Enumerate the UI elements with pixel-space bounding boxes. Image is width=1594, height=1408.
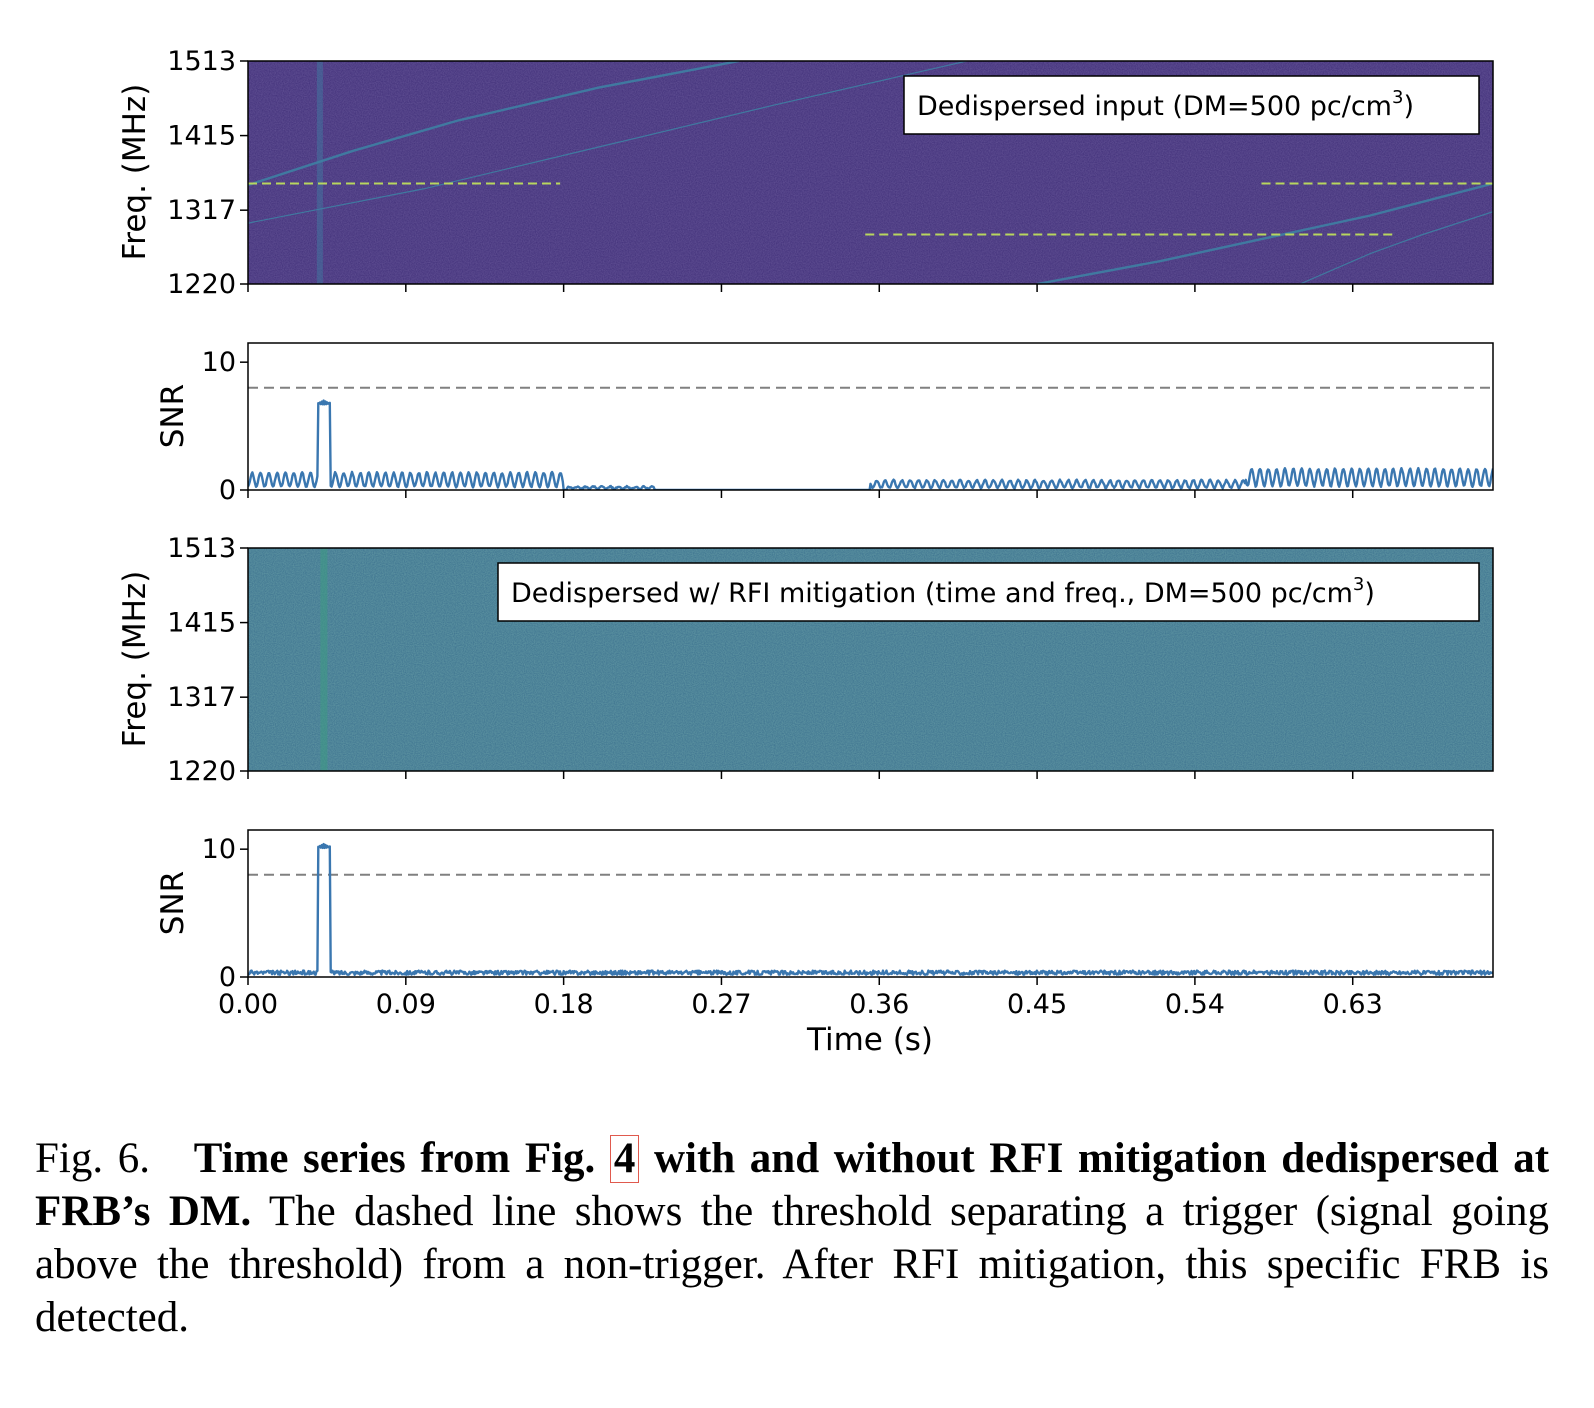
y-tick-label: 1220 <box>167 756 236 787</box>
panel-snr-mitigated: 0 10 0.00 0.09 0.18 0.27 0.36 0.45 0.54 0.63 SNR… <box>155 829 1494 1058</box>
y-tick-label: 0 <box>219 962 236 993</box>
caption-bold-a: Time series from Fig. <box>193 1135 596 1182</box>
y-tick-label: 1513 <box>167 533 236 564</box>
x-tick-label: 0.45 <box>1007 989 1067 1020</box>
dispersed-sweep <box>248 61 740 187</box>
panel-spectrogram-input: 1513 1415 1317 1220 Freq. (MHz) Dedispersed… <box>117 46 1494 300</box>
legend-input: Dedispersed input (DM=500 pc/cm3) <box>903 75 1480 135</box>
frb-burst-column <box>320 548 328 771</box>
caption-figure-ref[interactable]: 4 <box>609 1135 640 1183</box>
dispersed-sweep <box>248 61 968 224</box>
y-tick-label: 10 <box>202 347 236 378</box>
snr-line <box>248 399 1493 490</box>
snr-mitigated-ylabel: SNR <box>155 871 191 935</box>
caption-fig-label: Fig. 6. <box>35 1135 150 1182</box>
x-tick-label: 0.18 <box>534 989 594 1020</box>
frb-burst-column <box>316 61 323 284</box>
dispersed-sweep <box>1036 182 1493 284</box>
y-tick-label: 1220 <box>167 269 236 300</box>
x-tick-label: 0.63 <box>1323 989 1383 1020</box>
y-tick-label: 1415 <box>167 608 236 639</box>
y-tick-label: 0 <box>219 475 236 506</box>
dispersed-sweep <box>1299 211 1493 284</box>
snr-input-ylabel: SNR <box>155 384 191 448</box>
y-tick-label: 1317 <box>167 682 236 713</box>
caption-body: The dashed line shows the threshold sepa… <box>35 1188 1549 1341</box>
y-tick-label: 1513 <box>167 46 236 77</box>
y-tick-label: 1415 <box>167 121 236 152</box>
x-tick-label: 0.27 <box>691 989 751 1020</box>
snr-line <box>248 842 1493 976</box>
x-tick-label: 0.36 <box>849 989 909 1020</box>
spectrogram-input-ylabel: Freq. (MHz) <box>117 84 153 261</box>
y-tick-label: 10 <box>202 834 236 865</box>
legend-input-text: Dedispersed input (DM=500 pc/cm3) <box>917 87 1414 122</box>
x-tick-label: 0.09 <box>376 989 436 1020</box>
spectrogram-mitigated-ylabel: Freq. (MHz) <box>117 571 153 748</box>
caption-bold-b: with and without RFI mitigation dedisper… <box>35 1135 1550 1235</box>
legend-mitigated: Dedispersed w/ RFI mitigation (time and … <box>497 562 1480 622</box>
x-tick-label: 0.00 <box>218 989 278 1020</box>
x-tick-label: 0.54 <box>1165 989 1225 1020</box>
y-tick-label: 1317 <box>167 195 236 226</box>
figure: 1513 1415 1317 1220 Freq. (MHz) Dedispersed… <box>117 46 1494 1058</box>
legend-mitigated-text: Dedispersed w/ RFI mitigation (time and … <box>511 574 1375 609</box>
figure-caption: Fig. 6. Time series from Fig. 4 with and… <box>35 1132 1549 1344</box>
panel-snr-input: 0 10 SNR <box>155 342 1494 506</box>
panel-spectrogram-mitigated: 1513 1415 1317 1220 Freq. (MHz) Dedispersed… <box>117 533 1494 787</box>
x-axis-label: Time (s) <box>806 1022 933 1058</box>
